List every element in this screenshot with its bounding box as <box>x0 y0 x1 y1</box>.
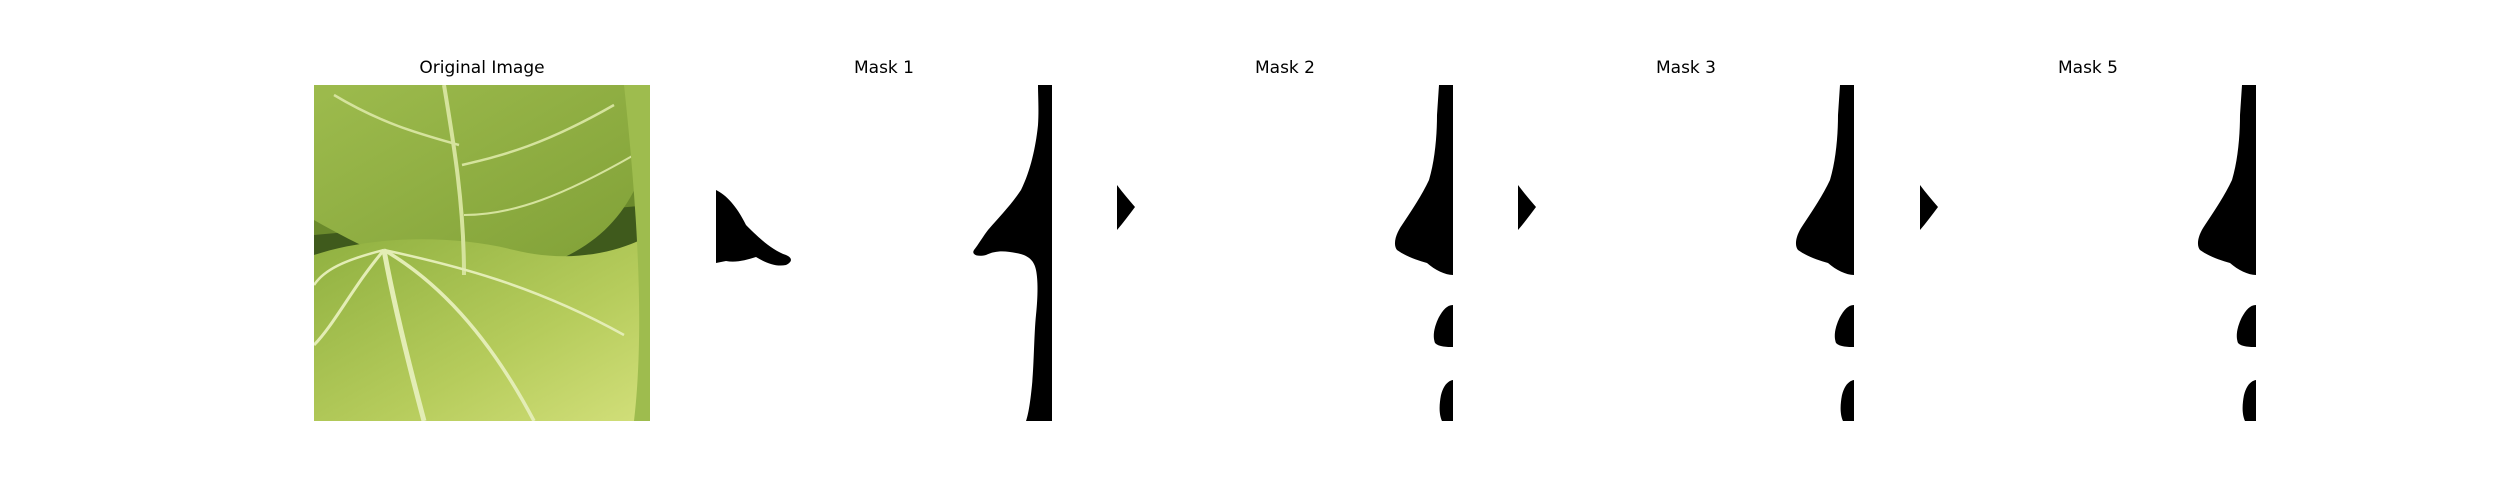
mask-3-image <box>1518 85 1854 421</box>
panel-original-image: Original Image <box>314 0 650 500</box>
leaf-photo <box>314 85 650 421</box>
panel-title: Mask 2 <box>1254 58 1315 78</box>
leaf-photo-drawing <box>314 85 650 421</box>
mask-1-image <box>716 85 1052 421</box>
mask-3-drawing <box>1518 85 1854 421</box>
panel-mask-3: Mask 3 <box>1518 0 1854 500</box>
mask-2-image <box>1117 85 1453 421</box>
panel-title: Mask 5 <box>2057 58 2118 78</box>
panel-title: Mask 3 <box>1655 58 1716 78</box>
mask-5-image <box>1920 85 2256 421</box>
panel-mask-2: Mask 2 <box>1117 0 1453 500</box>
panel-mask-5: Mask 5 <box>1920 0 2256 500</box>
panel-title: Mask 1 <box>853 58 914 78</box>
mask-5-drawing <box>1920 85 2256 421</box>
mask-1-drawing <box>716 85 1052 421</box>
panel-mask-1: Mask 1 <box>716 0 1052 500</box>
panel-title: Original Image <box>419 58 545 78</box>
mask-2-drawing <box>1117 85 1453 421</box>
